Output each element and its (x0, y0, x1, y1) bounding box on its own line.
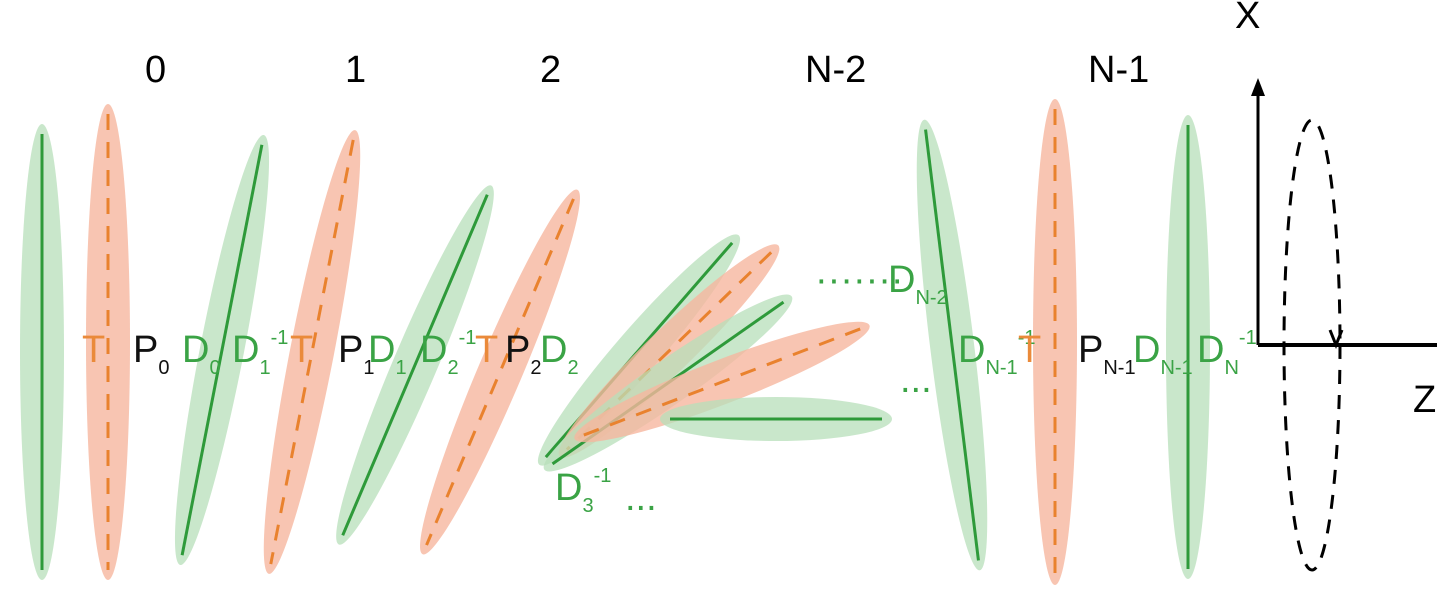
label: D2 (540, 329, 579, 379)
label-sub: 0 (209, 357, 220, 379)
label-base: D (958, 329, 985, 371)
slice-index: 1 (345, 49, 366, 91)
slice-index: N-2 (805, 49, 866, 91)
arrow (1330, 330, 1342, 345)
label-base: P (133, 329, 158, 371)
label-sub: N (1224, 357, 1238, 379)
label: T (82, 329, 105, 371)
label: P0 (133, 329, 169, 379)
label-sub: N-2 (915, 287, 947, 309)
label-base: ... (625, 477, 657, 519)
label-base: D (1197, 329, 1224, 371)
label-sub: N-1 (985, 357, 1017, 379)
label: T (475, 329, 498, 371)
z-label: Z (1413, 379, 1436, 421)
label-base: D (888, 259, 915, 301)
label-sub: N-1 (1103, 357, 1135, 379)
label-base: D (420, 329, 447, 371)
label-base: P (338, 329, 363, 371)
label-sup: -1 (1239, 327, 1257, 349)
label: PN-1 (1078, 329, 1136, 379)
label: D3-1 (555, 465, 611, 517)
label-sub: 2 (567, 357, 578, 379)
label-sup: -1 (271, 327, 289, 349)
axes: X Z (1235, 0, 1437, 570)
lens (159, 131, 286, 569)
label-sub: 1 (259, 357, 270, 379)
label: T (290, 329, 313, 371)
x-label: X (1235, 0, 1260, 37)
slice-index: N-1 (1088, 49, 1149, 91)
diagram: X Z 012N-2N-1TP0D0D1-1TP1D1D2-1TP2D2D3-1… (0, 0, 1437, 589)
label-sup: -1 (594, 465, 612, 487)
label-sub: 1 (395, 357, 406, 379)
label-base: T (475, 329, 498, 371)
label-base: D (555, 467, 582, 509)
label-base: D (1133, 329, 1160, 371)
label-base: D (368, 329, 395, 371)
label: D1-1 (232, 327, 288, 379)
label-sub: N-1 (1160, 357, 1192, 379)
slice-index: 0 (145, 49, 166, 91)
label-base: T (290, 329, 313, 371)
label-sub: 0 (158, 357, 169, 379)
lens (902, 117, 1001, 573)
label-base: T (1018, 329, 1041, 371)
arrow (1251, 78, 1265, 96)
label-base: ... (900, 359, 932, 401)
label-sub: 2 (447, 357, 458, 379)
label: ... (625, 477, 657, 519)
slice-index: 2 (540, 49, 561, 91)
label-base: D (540, 329, 567, 371)
label-base: T (82, 329, 105, 371)
label-base: P (505, 329, 530, 371)
label-base: P (1078, 329, 1103, 371)
label-sub: 3 (582, 495, 593, 517)
label-sup: -1 (459, 327, 477, 349)
lens (20, 124, 64, 580)
lens (660, 397, 892, 441)
label: T (1018, 329, 1041, 371)
label: ... (900, 359, 932, 401)
label-base: D (232, 329, 259, 371)
label-base: D (182, 329, 209, 371)
